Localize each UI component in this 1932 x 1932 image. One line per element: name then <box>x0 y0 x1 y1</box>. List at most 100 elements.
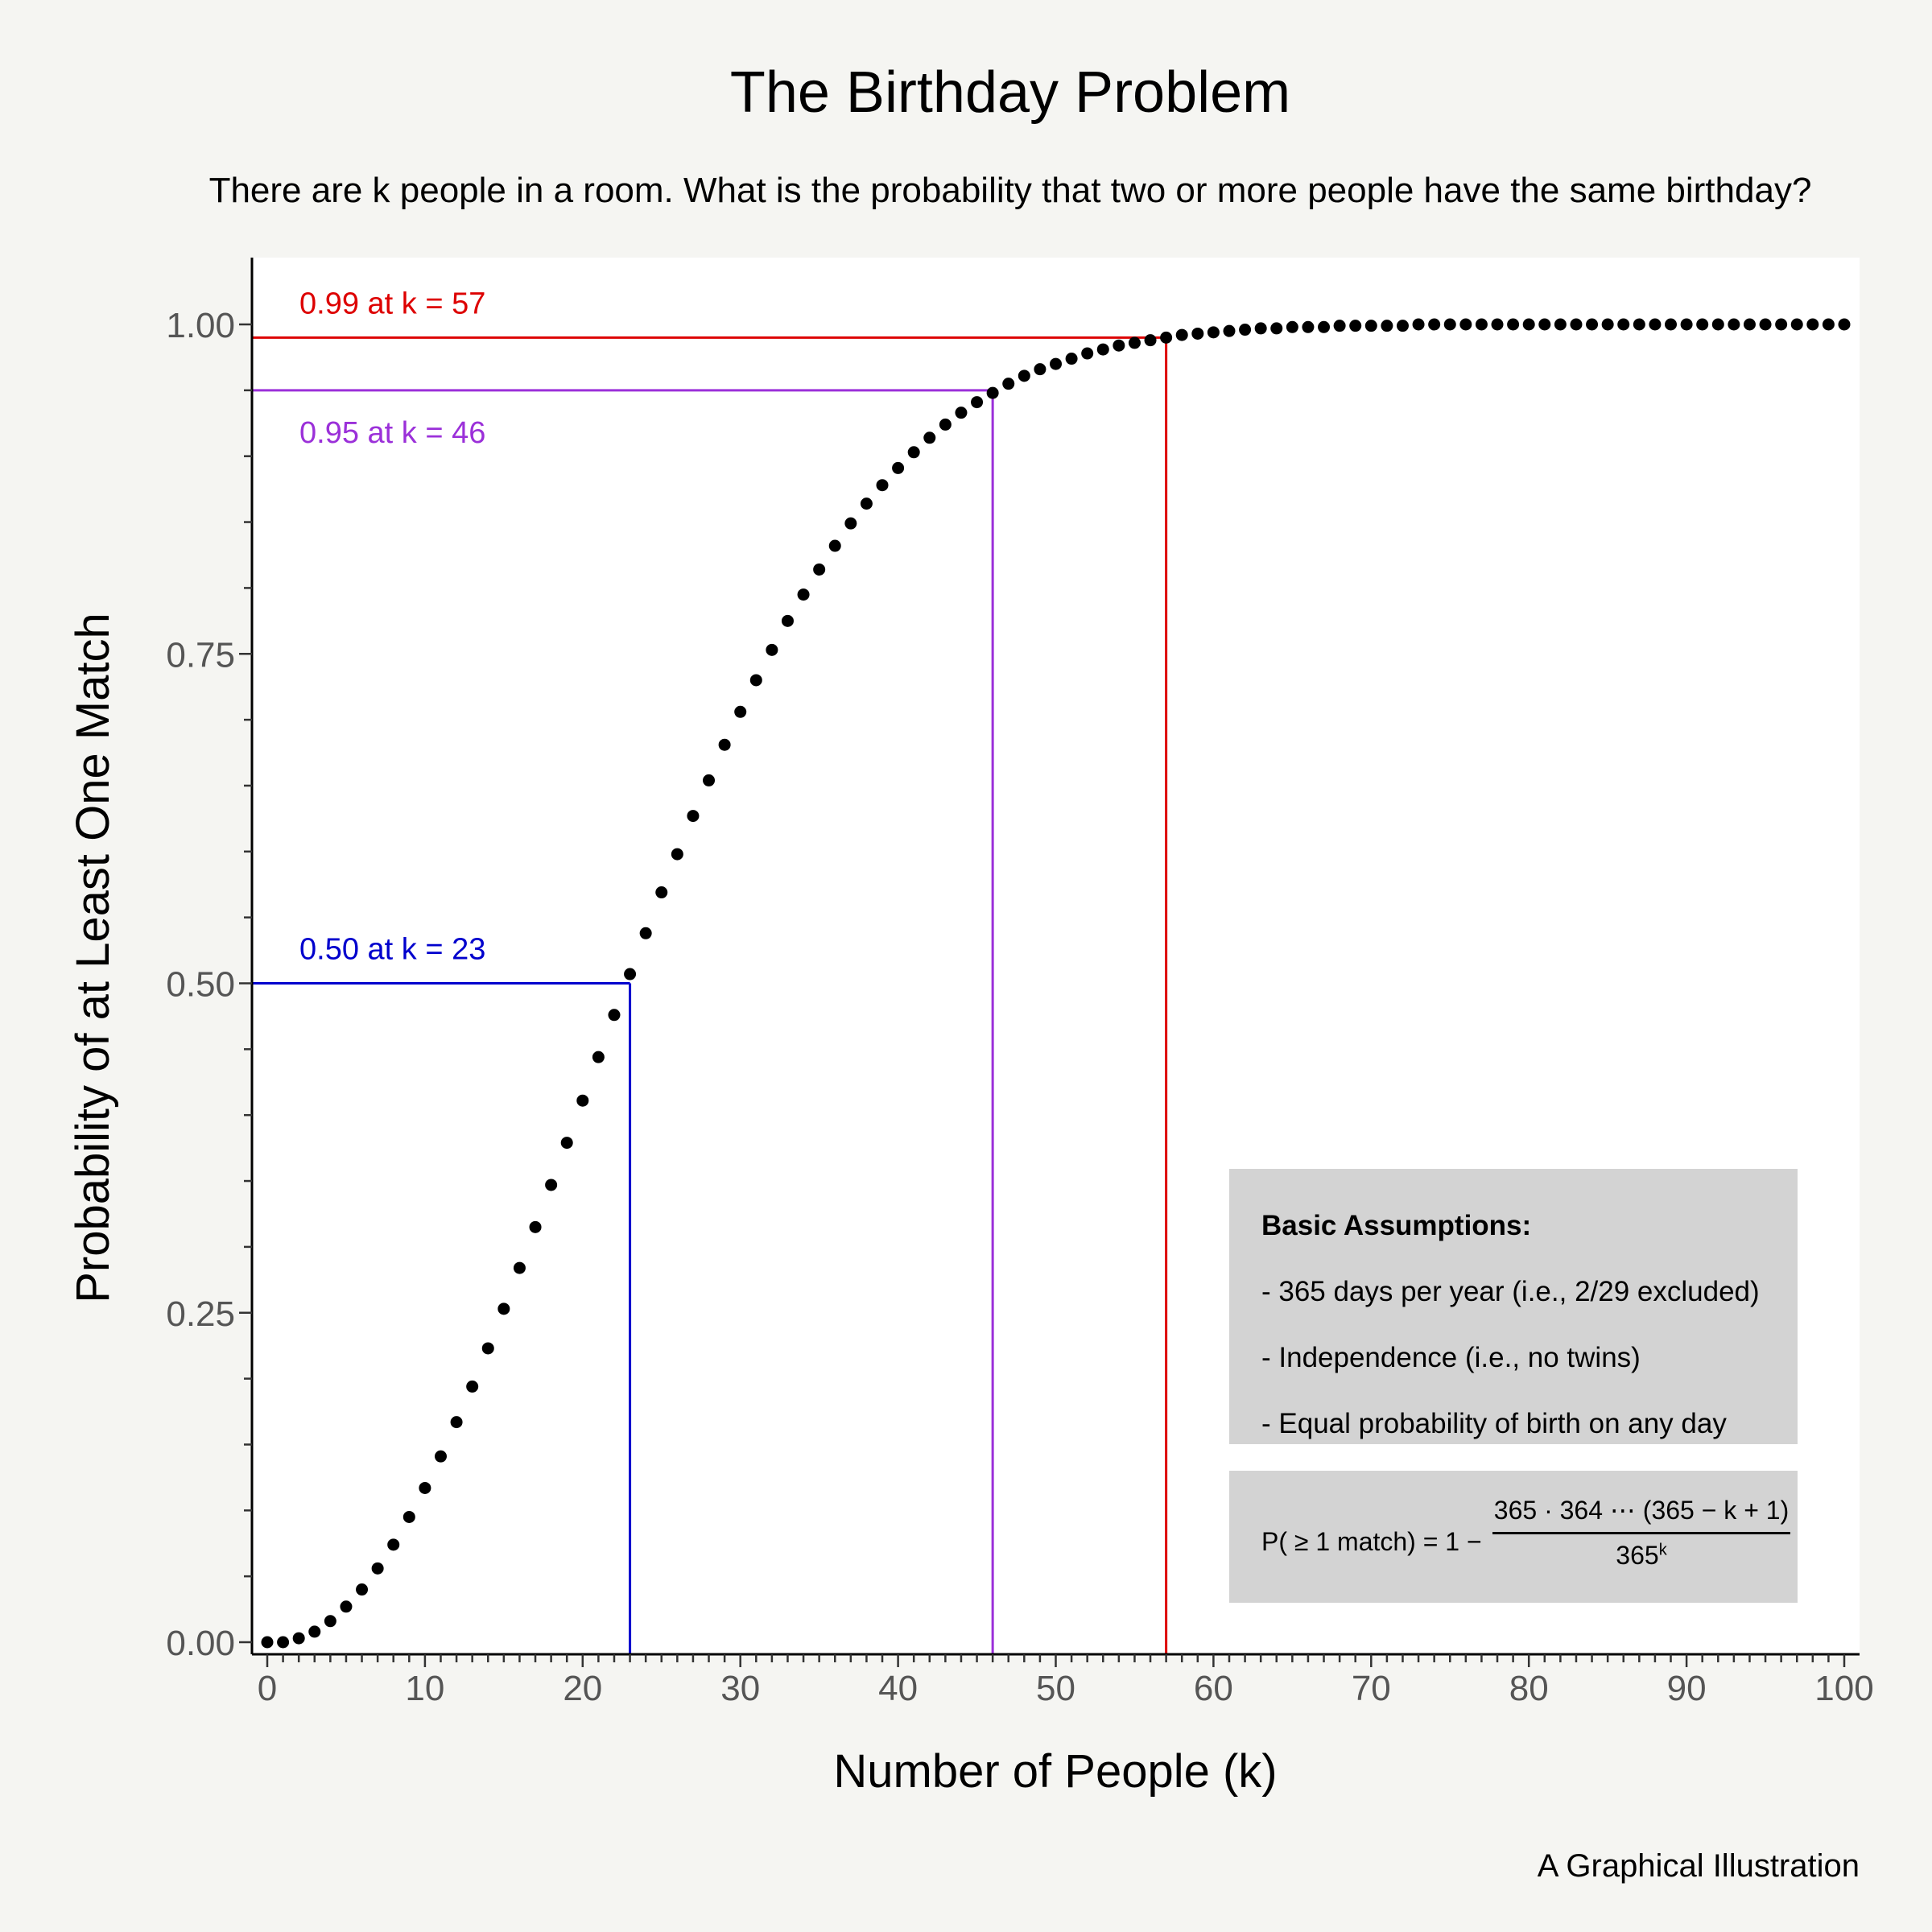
data-point <box>986 386 999 399</box>
data-point <box>1775 318 1788 331</box>
data-point <box>766 643 778 656</box>
data-point <box>592 1051 605 1063</box>
x-tick-label: 30 <box>720 1669 760 1708</box>
data-point <box>781 614 794 627</box>
y-tick-label: 1.00 <box>166 306 235 345</box>
reference-labels: 0.50 at k = 23 0.95 at k = 46 0.99 at k = … <box>299 287 485 966</box>
data-point <box>1475 318 1488 331</box>
data-point <box>1633 318 1645 331</box>
data-point <box>1065 353 1078 365</box>
data-point <box>1665 318 1678 331</box>
data-point <box>1617 318 1630 331</box>
data-point <box>813 563 826 576</box>
reference-lines <box>252 336 1168 1654</box>
data-point <box>1207 326 1220 339</box>
data-point <box>1806 318 1819 331</box>
data-point <box>1254 322 1267 335</box>
x-tick-label: 50 <box>1036 1669 1075 1708</box>
data-point <box>1381 320 1393 332</box>
data-point <box>434 1450 447 1463</box>
data-point <box>1759 318 1772 331</box>
formula-denominator: 365k <box>1492 1534 1790 1571</box>
reference-label: 0.50 at k = 23 <box>299 933 485 967</box>
data-point <box>734 705 747 718</box>
data-point <box>1002 378 1015 390</box>
data-point <box>1333 320 1346 332</box>
data-point <box>402 1510 415 1523</box>
data-point <box>1349 320 1362 332</box>
data-point <box>371 1562 384 1575</box>
data-point <box>1601 318 1614 331</box>
data-point <box>560 1137 573 1150</box>
data-point <box>481 1342 494 1355</box>
data-point <box>718 738 731 751</box>
data-point <box>955 407 968 419</box>
data-point <box>1096 343 1109 356</box>
data-point <box>340 1600 353 1613</box>
chart-subtitle: There are k people in a room. What is th… <box>208 171 1812 210</box>
data-point <box>624 968 637 980</box>
data-point <box>1286 320 1298 333</box>
fraction-bar <box>1492 1532 1790 1534</box>
data-point <box>1711 318 1724 331</box>
data-point <box>1680 318 1693 331</box>
data-point <box>387 1538 400 1551</box>
data-point <box>1223 324 1236 337</box>
data-points <box>261 318 1851 1649</box>
denominator-base: 365 <box>1616 1541 1659 1570</box>
data-point <box>1191 327 1204 340</box>
axes <box>239 258 1860 1667</box>
data-point <box>1144 334 1157 347</box>
data-point <box>1790 318 1803 331</box>
data-point <box>1270 322 1283 335</box>
data-point <box>1838 318 1851 331</box>
data-point <box>513 1261 526 1274</box>
data-point <box>1302 320 1315 333</box>
data-point <box>545 1179 558 1191</box>
data-point <box>324 1615 336 1628</box>
data-point <box>1160 331 1173 344</box>
assumption-item: - Equal probability of birth on any day <box>1261 1408 1727 1439</box>
y-tick-label: 0.50 <box>166 965 235 1005</box>
data-point <box>971 396 984 409</box>
data-point <box>1018 369 1030 382</box>
data-point <box>876 479 889 492</box>
data-point <box>1428 318 1441 331</box>
reference-label: 0.95 at k = 46 <box>299 416 485 450</box>
data-point <box>1491 318 1504 331</box>
data-point <box>1034 363 1046 376</box>
y-tick-label: 0.00 <box>166 1624 235 1663</box>
caption: A Graphical Illustration <box>1537 1848 1860 1884</box>
x-tick-label: 70 <box>1352 1669 1391 1708</box>
data-point <box>687 810 700 823</box>
data-point <box>1649 318 1662 331</box>
x-tick-label: 10 <box>405 1669 444 1708</box>
data-point <box>1128 336 1141 349</box>
data-point <box>1412 318 1425 331</box>
data-point <box>308 1625 321 1638</box>
x-tick-label: 100 <box>1814 1669 1873 1708</box>
x-tick-label: 20 <box>563 1669 602 1708</box>
data-point <box>655 886 668 899</box>
data-point <box>639 927 652 939</box>
formula-lhs: P( ≥ 1 match) = 1 − <box>1261 1527 1482 1556</box>
data-point <box>1570 318 1583 331</box>
formula-numerator: 365 · 364 ⋯ (365 − k + 1) <box>1493 1496 1790 1525</box>
data-point <box>419 1481 431 1494</box>
assumptions-box: Basic Assumptions: - 365 days per year (… <box>1229 1169 1798 1444</box>
data-point <box>923 431 936 444</box>
assumptions-title: Basic Assumptions: <box>1261 1210 1532 1241</box>
data-point <box>1822 318 1835 331</box>
data-point <box>1364 320 1377 332</box>
data-point <box>529 1220 542 1233</box>
data-point <box>497 1302 510 1315</box>
data-point <box>1175 328 1188 341</box>
reference-label: 0.99 at k = 57 <box>299 287 485 320</box>
x-tick-label: 80 <box>1509 1669 1549 1708</box>
y-axis-title: Probability of at Least One Match <box>67 613 119 1303</box>
data-point <box>1538 318 1551 331</box>
y-tick-label: 0.25 <box>166 1294 235 1334</box>
data-point <box>844 517 857 530</box>
data-point <box>1318 320 1331 333</box>
data-point <box>1743 318 1756 331</box>
